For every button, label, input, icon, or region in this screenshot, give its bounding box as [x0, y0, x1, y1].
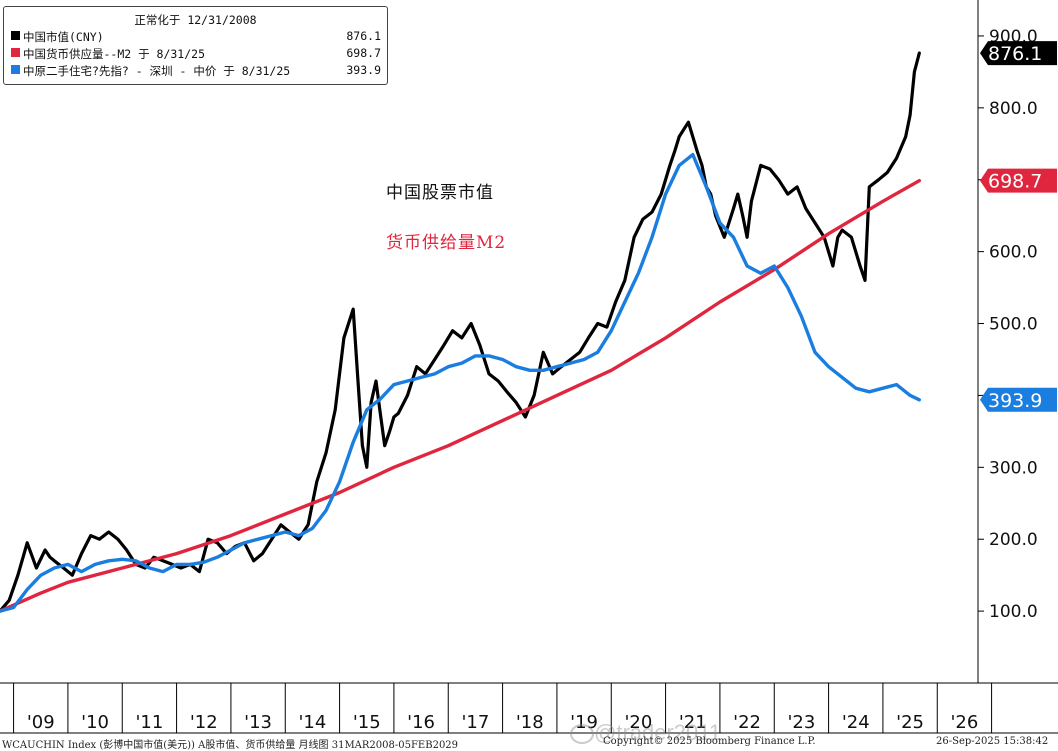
x-tick-label: '11	[135, 712, 163, 733]
x-tick-label: '12	[190, 712, 218, 733]
x-tick-label: '16	[407, 712, 435, 733]
x-tick-label: '17	[461, 712, 489, 733]
x-tick-label: '18	[516, 712, 544, 733]
end-tag-m2-bg	[980, 168, 1057, 193]
x-tick-label: '25	[896, 712, 924, 733]
end-tag-housing-label: 393.9	[988, 390, 1042, 412]
annotation-m2: 货币供给量M2	[386, 233, 507, 253]
x-tick-label: '26	[950, 712, 978, 733]
legend-swatch-stocks	[11, 31, 20, 40]
legend-label-stocks: 中国市值(CNY)	[23, 30, 104, 44]
series-line-stocks	[0, 51, 921, 613]
x-tick-label: '24	[842, 712, 870, 733]
end-tag-stocks: 876.1	[980, 41, 1057, 66]
legend-item-housing: 中原二手住宅?先指? - 深圳 - 中价 于 8/31/25 393.9	[11, 63, 381, 78]
x-tick-label: '15	[353, 712, 381, 733]
end-tag-m2: 698.7	[980, 168, 1057, 193]
y-tick-label: 100.0	[989, 602, 1038, 622]
watermark: @trader2011	[594, 720, 722, 745]
x-tick-label: '23	[787, 712, 815, 733]
legend-item-stocks: 中国市值(CNY) 876.1	[11, 29, 381, 44]
legend-value-housing: 393.9	[346, 63, 381, 77]
x-tick-label: '21	[679, 712, 707, 733]
y-tick-label: 300.0	[989, 458, 1038, 478]
end-tag-m2-label: 698.7	[988, 171, 1042, 193]
series-line-housing	[0, 152, 921, 613]
legend-label-m2: 中国货币供应量--M2 于 8/31/25	[23, 47, 206, 61]
legend-label-housing: 中原二手住宅?先指? - 深圳 - 中价 于 8/31/25	[23, 64, 291, 78]
footer-copyright: Copyright© 2025 Bloomberg Finance L.P.	[603, 736, 816, 747]
x-tick-label: '20	[624, 712, 652, 733]
footer-timestamp: 26-Sep-2025 15:38:42	[936, 736, 1049, 747]
y-tick-label: 200.0	[989, 530, 1038, 550]
end-tag-stocks-label: 876.1	[988, 43, 1042, 65]
series-line-m2	[0, 179, 921, 613]
legend-swatch-housing	[11, 65, 20, 74]
x-tick-label: '13	[244, 712, 272, 733]
x-tick-label: '22	[733, 712, 761, 733]
legend-value-stocks: 876.1	[346, 29, 381, 43]
legend-title: 正常化于 12/31/2008	[134, 13, 257, 27]
end-tag-housing-bg	[980, 387, 1057, 412]
end-tag-housing: 393.9	[980, 387, 1057, 412]
watermark-icon	[570, 724, 594, 744]
x-tick-label: '10	[81, 712, 109, 733]
end-tag-stocks-bg	[980, 41, 1057, 66]
x-tick-label: '14	[298, 712, 326, 733]
legend-swatch-m2	[11, 48, 20, 57]
annotation-stocks: 中国股票市值	[386, 183, 494, 203]
footer-index-info: WCAUCHIN Index (彭博中国市值(美元)) A股市值、货币供给量 月…	[2, 740, 459, 751]
legend: 正常化于 12/31/2008 中国市值(CNY) 876.1 中国货币供应量-…	[3, 6, 388, 85]
y-tick-label: 800.0	[989, 99, 1038, 119]
x-tick-label: '09	[27, 712, 55, 733]
y-tick-label: 600.0	[989, 243, 1038, 263]
y-tick-label: 500.0	[989, 315, 1038, 335]
legend-value-m2: 698.7	[346, 46, 381, 60]
legend-item-m2: 中国货币供应量--M2 于 8/31/25 698.7	[11, 46, 381, 61]
